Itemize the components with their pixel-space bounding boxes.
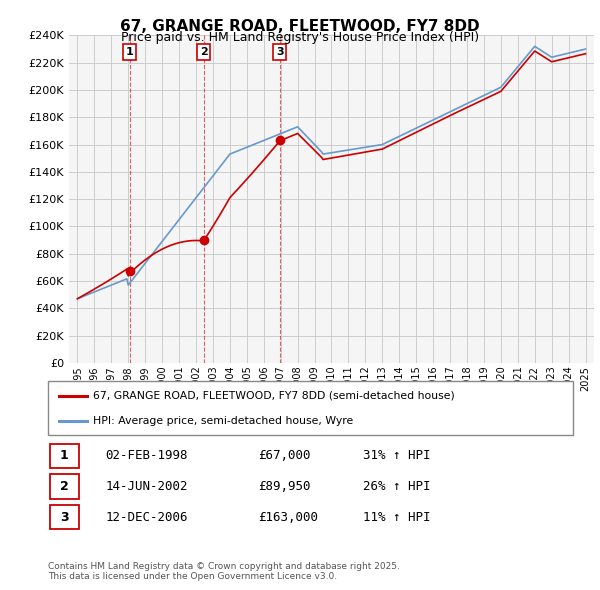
FancyBboxPatch shape bbox=[50, 505, 79, 529]
FancyBboxPatch shape bbox=[50, 444, 79, 468]
Text: 02-FEB-1998: 02-FEB-1998 bbox=[106, 449, 188, 463]
Text: £89,950: £89,950 bbox=[258, 480, 311, 493]
Text: 31% ↑ HPI: 31% ↑ HPI bbox=[363, 449, 431, 463]
Text: 1: 1 bbox=[60, 449, 68, 463]
Text: 67, GRANGE ROAD, FLEETWOOD, FY7 8DD (semi-detached house): 67, GRANGE ROAD, FLEETWOOD, FY7 8DD (sem… bbox=[92, 391, 454, 401]
Text: £163,000: £163,000 bbox=[258, 510, 318, 524]
Text: 2: 2 bbox=[200, 47, 208, 57]
Text: 26% ↑ HPI: 26% ↑ HPI bbox=[363, 480, 431, 493]
Text: £67,000: £67,000 bbox=[258, 449, 311, 463]
Text: 3: 3 bbox=[60, 510, 68, 524]
Text: 1: 1 bbox=[126, 47, 134, 57]
Text: 12-DEC-2006: 12-DEC-2006 bbox=[106, 510, 188, 524]
Text: 14-JUN-2002: 14-JUN-2002 bbox=[106, 480, 188, 493]
Text: HPI: Average price, semi-detached house, Wyre: HPI: Average price, semi-detached house,… bbox=[92, 416, 353, 426]
FancyBboxPatch shape bbox=[48, 381, 573, 435]
Text: 2: 2 bbox=[60, 480, 68, 493]
Text: 11% ↑ HPI: 11% ↑ HPI bbox=[363, 510, 431, 524]
Text: Contains HM Land Registry data © Crown copyright and database right 2025.
This d: Contains HM Land Registry data © Crown c… bbox=[48, 562, 400, 581]
Text: Price paid vs. HM Land Registry's House Price Index (HPI): Price paid vs. HM Land Registry's House … bbox=[121, 31, 479, 44]
FancyBboxPatch shape bbox=[50, 474, 79, 499]
Text: 67, GRANGE ROAD, FLEETWOOD, FY7 8DD: 67, GRANGE ROAD, FLEETWOOD, FY7 8DD bbox=[120, 19, 480, 34]
Text: 3: 3 bbox=[276, 47, 284, 57]
